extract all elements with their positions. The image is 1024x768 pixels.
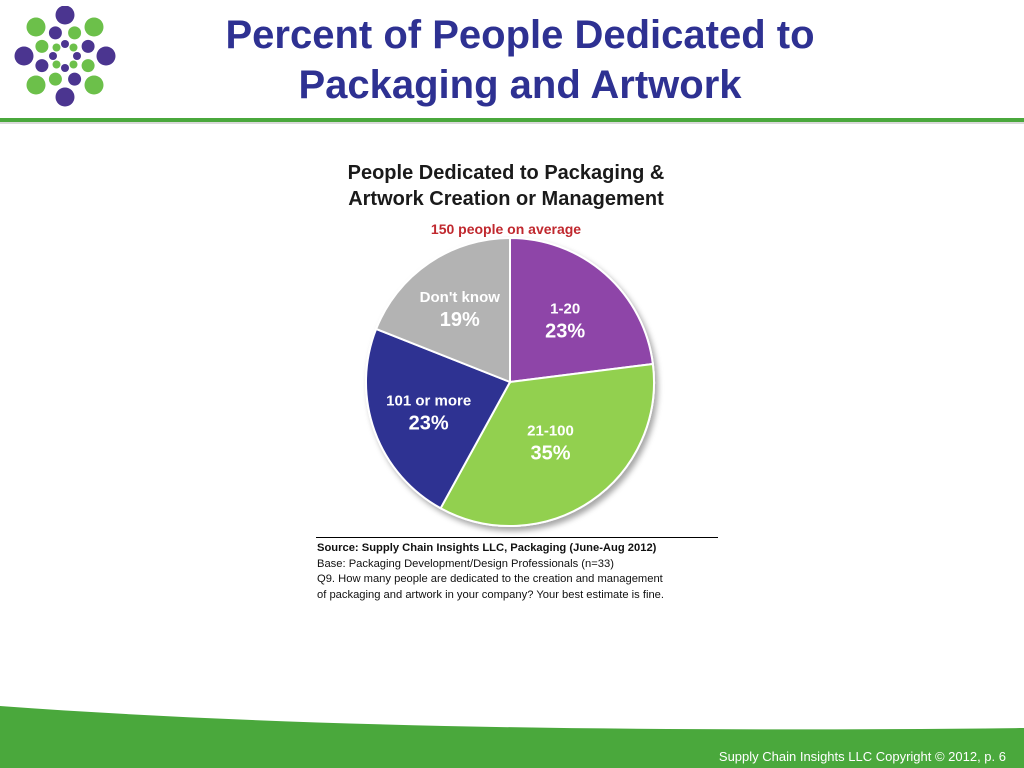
logo-dot <box>48 72 62 86</box>
slide-title-line-1: Percent of People Dedicated to <box>225 13 815 57</box>
logo-dot <box>61 64 69 72</box>
chart-title: People Dedicated to Packaging & Artwork … <box>300 160 712 212</box>
logo-dot <box>52 43 61 52</box>
chart-title-line-2: Artwork Creation or Management <box>348 188 664 210</box>
logo-dot <box>55 87 75 107</box>
logo-dot <box>68 72 82 86</box>
pie-slice-1-20 <box>509 236 654 384</box>
question-line-2: of packaging and artwork in your company… <box>317 588 665 601</box>
logo-dot <box>96 46 116 66</box>
logo-dot <box>14 46 34 66</box>
footer-band <box>0 706 1024 768</box>
slide-title-line-2: Packaging and Artwork <box>298 63 742 107</box>
chart-subtitle: 150 people on average <box>430 221 582 237</box>
company-logo <box>14 6 116 107</box>
question-line-1: Q9. How many people are dedicated to the… <box>317 573 663 585</box>
logo-dot <box>84 17 104 37</box>
logo-dot <box>81 59 95 73</box>
chart-title-line-1: People Dedicated to Packaging & <box>347 162 665 184</box>
slice-label-101-or-more: 101 or more <box>386 392 471 409</box>
logo-dot <box>49 52 57 60</box>
slice-label-1-20: 1-20 <box>550 300 580 317</box>
slice-value-21-100: 35% <box>530 443 570 465</box>
logo-dot <box>81 39 95 53</box>
logo-dot <box>69 60 78 69</box>
slide-title: Percent of People Dedicated to Packaging… <box>130 10 910 110</box>
logo-dot <box>35 39 49 53</box>
pie-slice-21-100 <box>439 362 655 527</box>
logo-dot <box>84 75 104 95</box>
slice-label-21-100: 21-100 <box>527 423 574 440</box>
title-divider <box>0 118 1024 122</box>
base-line: Base: Packaging Development/Design Profe… <box>317 557 614 570</box>
source-notes: Source: Supply Chain Insights LLC, Packa… <box>317 541 727 603</box>
slice-value-101-or-more: 23% <box>409 412 449 434</box>
source-line: Source: Supply Chain Insights LLC, Packa… <box>317 542 657 554</box>
slice-value-don-t-know: 19% <box>440 309 480 331</box>
logo-dot <box>26 75 46 95</box>
logo-dot <box>52 60 61 69</box>
title-divider-shadow <box>0 122 1024 124</box>
pie-slice-101-or-more <box>365 327 512 510</box>
logo-dot <box>69 43 78 52</box>
slice-value-1-20: 23% <box>545 320 585 342</box>
logo-dot <box>73 52 81 60</box>
pie-chart: 1-20 23% 21-100 35% 101 or more 23% Don't know… <box>365 236 655 527</box>
pie-slice-don-t-know <box>374 236 511 384</box>
logo-dot <box>61 40 69 48</box>
logo-dot <box>35 59 49 73</box>
slice-label-don-t-know: Don't know <box>420 289 501 306</box>
logo-dot <box>26 17 46 37</box>
logo-dot <box>48 26 62 40</box>
source-divider <box>316 537 718 538</box>
logo-dot <box>68 26 82 40</box>
logo-dot <box>55 6 75 25</box>
footer-copyright: Supply Chain Insights LLC Copyright © 20… <box>718 749 1006 764</box>
